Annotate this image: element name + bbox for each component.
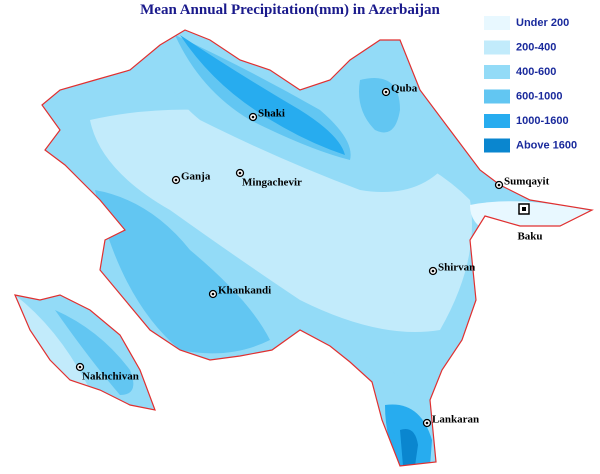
city-label: Shirvan <box>438 262 475 274</box>
legend: Under 200 200-400 400-600 600-1000 1000-1600… <box>484 16 577 153</box>
precip-zone <box>400 429 418 466</box>
legend-label: Above 1600 <box>516 139 577 151</box>
precip-zone <box>55 310 134 395</box>
legend-label: 200-400 <box>516 41 556 53</box>
city-marker <box>384 90 388 94</box>
city-marker <box>497 183 501 187</box>
border <box>13 294 156 411</box>
city-label: Ganja <box>181 171 211 183</box>
city-marker <box>431 269 435 273</box>
city-label: Khankandi <box>218 285 271 297</box>
city-label: Quba <box>391 83 418 95</box>
legend-swatch <box>484 65 510 79</box>
city-label: Sumqayit <box>504 176 550 188</box>
legend-label: Under 200 <box>516 17 569 29</box>
legend-swatch <box>484 89 510 104</box>
legend-swatch <box>484 40 510 55</box>
city-marker <box>238 171 242 175</box>
legend-label: 600-1000 <box>516 90 563 102</box>
legend-swatch <box>484 138 510 153</box>
legend-label: 1000-1600 <box>516 115 569 127</box>
city-label: Mingachevir <box>242 177 302 189</box>
city-marker <box>211 292 215 296</box>
legend-swatch <box>484 16 510 30</box>
legend-label: 400-600 <box>516 66 556 78</box>
city-marker <box>78 365 82 369</box>
map-title: Mean Annual Precipitation(mm) in Azerbai… <box>140 2 440 18</box>
city-label: Baku <box>517 231 542 243</box>
city-label: Nakhchivan <box>82 371 139 383</box>
city-label: Lankaran <box>432 414 479 426</box>
precip-zone <box>95 190 270 354</box>
city-marker <box>251 115 255 119</box>
city-marker <box>174 178 178 182</box>
city-marker <box>425 421 429 425</box>
city-marker <box>522 207 526 211</box>
city-label: Shaki <box>258 108 285 120</box>
legend-swatch <box>484 114 510 128</box>
precip-zone <box>180 35 345 155</box>
cities: Quba Shaki Ganja Mingachevir Sumqayit Baku Shi… <box>75 83 550 428</box>
border <box>41 29 594 467</box>
